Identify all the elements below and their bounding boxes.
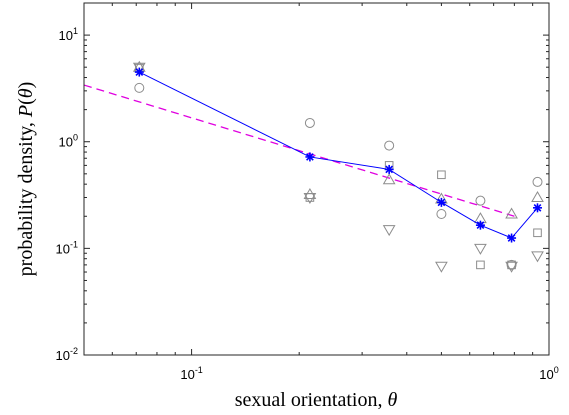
series-triangle-down [132, 62, 544, 273]
circle-marker [384, 140, 395, 151]
circle-marker [304, 117, 315, 128]
circle-marker [134, 82, 145, 93]
plot-frame [83, 2, 550, 356]
triangle-down-marker [303, 192, 317, 204]
square-marker [476, 260, 485, 270]
y-axis-title-arg: θ [15, 88, 37, 98]
asterisk-marker [384, 164, 394, 174]
y-tick-label: 10-1 [56, 239, 78, 256]
circle-marker [475, 195, 486, 206]
triangle-up-marker [382, 173, 396, 185]
y-tick-label-base: 10 [59, 28, 73, 43]
y-axis-title-close: ) [15, 82, 37, 89]
asterisk-marker [475, 220, 485, 230]
asterisk-stroke [385, 165, 394, 174]
y-axis-title-symbol: P [15, 105, 37, 118]
circle-marker [436, 209, 447, 220]
x-axis-title: sexual orientation, θ [235, 389, 398, 411]
square-marker [437, 170, 446, 180]
y-tick-label-exp: 0 [73, 133, 78, 143]
asterisk-stroke [476, 221, 485, 230]
x-axis-title-symbol: θ [387, 389, 397, 411]
x-tick-label-exp: 0 [554, 365, 559, 375]
x-tick-label-base: 10 [539, 367, 553, 382]
asterisk-marker [507, 233, 517, 243]
y-axis-title-text: probability density, [15, 117, 37, 276]
asterisk-stroke [533, 203, 542, 212]
x-tick-label-base: 10 [180, 367, 194, 382]
y-axis-title-open: ( [15, 98, 37, 105]
marks-layer [132, 60, 544, 273]
x-tick-label: 10-1 [180, 365, 202, 382]
y-tick-label-exp: 1 [73, 26, 78, 36]
x-tick-label-exp: -1 [195, 365, 203, 375]
asterisk-marker [436, 197, 446, 207]
y-tick-label-exp: -2 [70, 346, 78, 356]
asterisk-stroke [437, 198, 446, 207]
y-tick-label: 100 [59, 133, 78, 150]
triangle-down-marker [382, 225, 396, 237]
y-axis-title: probability density, P(θ) [15, 82, 37, 277]
asterisk-stroke [306, 153, 314, 161]
y-tick-label: 101 [59, 26, 78, 43]
plot-area [84, 3, 549, 355]
triangle-up-marker [531, 190, 544, 202]
asterisk-marker [533, 203, 543, 213]
y-tick-label-base: 10 [59, 135, 73, 150]
series-asterisk [134, 67, 543, 243]
ticks-layer [83, 2, 550, 356]
triangle-down-marker [435, 261, 448, 273]
y-tick-label-exp: -1 [70, 239, 78, 249]
fit-layer [83, 84, 515, 217]
asterisk-stroke [135, 68, 144, 76]
asterisk-marker [305, 152, 315, 162]
asterisk-stroke [507, 234, 516, 242]
triangle-down-marker [474, 243, 487, 255]
fit-line [83, 84, 515, 217]
triangle-down-marker [132, 62, 146, 74]
y-tick-label-base: 10 [56, 348, 70, 363]
triangle-down-marker [531, 251, 544, 263]
x-tick-label: 100 [539, 365, 558, 382]
circle-marker [532, 176, 543, 187]
series-circle [134, 82, 543, 270]
triangle-up-marker [505, 207, 518, 219]
asterisk-marker [134, 67, 144, 77]
square-marker [533, 228, 542, 238]
y-tick-label: 10-2 [56, 346, 78, 363]
x-axis-title-text: sexual orientation, [235, 389, 388, 411]
y-tick-label-base: 10 [56, 241, 70, 256]
triangle-down-marker [505, 261, 518, 273]
